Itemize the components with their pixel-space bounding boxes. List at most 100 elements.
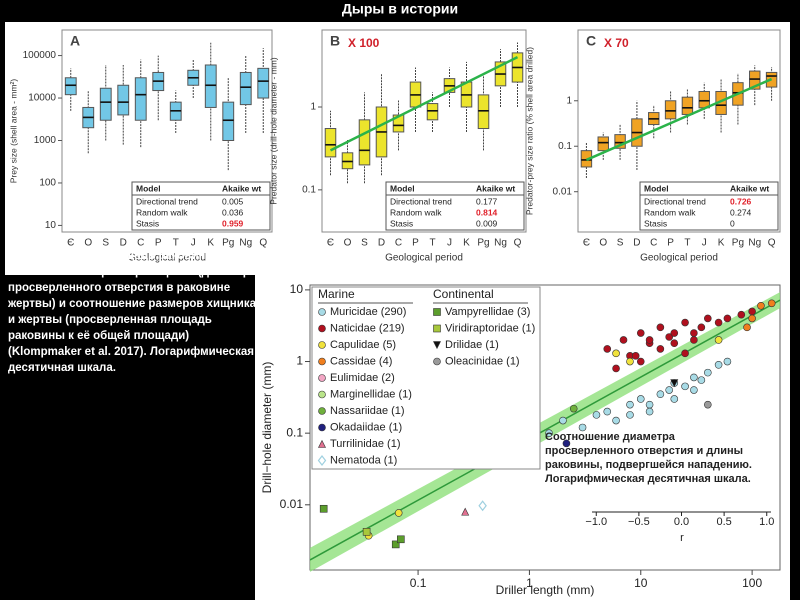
box — [681, 96, 694, 115]
point — [645, 407, 654, 416]
legend-marker — [318, 423, 326, 432]
x-tick-label: P — [412, 238, 419, 249]
table-cell: 0.036 — [222, 207, 244, 217]
point — [545, 429, 553, 437]
point — [670, 329, 679, 337]
table-cell: 0.009 — [476, 218, 498, 228]
legend-marker — [318, 439, 326, 448]
x-tick-label: K — [463, 238, 470, 249]
point — [391, 540, 400, 549]
table-header: Akaike wt — [222, 183, 261, 193]
point — [645, 336, 654, 344]
legend-label: Marginellidae (1) — [330, 388, 412, 400]
annotation: Соотношение диаметра просверленного отве… — [545, 431, 752, 485]
magnification: X 70 — [604, 36, 629, 50]
table-header: Model — [644, 183, 669, 193]
x-tick-label: P — [667, 238, 674, 249]
point — [562, 439, 571, 448]
point — [636, 329, 645, 337]
x-tick-label: Q — [768, 238, 776, 249]
trend-line — [329, 56, 519, 152]
table-cell: Stasis — [136, 218, 159, 228]
x-tick-label: Q — [514, 238, 522, 249]
y-tick-label: 0.01 — [553, 186, 573, 197]
y-tick-label: 100000 — [23, 50, 57, 61]
box — [239, 71, 252, 106]
legend-marker — [318, 324, 326, 333]
point — [704, 368, 712, 377]
point — [690, 373, 698, 382]
table-cell: Random walk — [390, 207, 442, 217]
table-cell: 0.005 — [222, 196, 244, 206]
x-tick-label: Q — [259, 238, 267, 249]
point — [397, 535, 405, 544]
panel-label: B — [330, 33, 340, 49]
legend-label: Cassidae (4) — [330, 355, 392, 367]
box — [358, 119, 371, 166]
legend-marker — [318, 374, 326, 382]
table-cell: 0.274 — [730, 207, 752, 217]
trend-line — [585, 77, 773, 162]
point — [767, 299, 776, 308]
y-axis-label: Drill−hole diameter (mm) — [260, 362, 274, 494]
table-cell: Stasis — [644, 218, 667, 228]
point — [748, 307, 756, 316]
legend — [311, 286, 541, 470]
point — [461, 507, 470, 516]
x-tick-label: K — [207, 238, 214, 249]
fit-line — [309, 299, 781, 561]
x-tick-label: Pg — [222, 238, 234, 249]
point — [697, 323, 706, 332]
point — [656, 345, 665, 353]
x-tick-label: 0.1 — [410, 576, 427, 590]
box — [426, 103, 439, 121]
inset-x-label: r — [680, 532, 684, 544]
box — [477, 94, 490, 130]
y-tick-label: 0.1 — [302, 184, 316, 195]
table-cell: Stasis — [390, 218, 413, 228]
point — [603, 407, 612, 416]
legend-marker — [318, 341, 326, 349]
box — [117, 84, 130, 116]
point — [690, 329, 698, 337]
x-tick-label: C — [650, 238, 657, 249]
box — [392, 114, 405, 133]
legend-group-title: Marine — [318, 287, 355, 301]
fit-band — [310, 292, 780, 572]
box — [324, 128, 337, 158]
legend-marker — [317, 455, 327, 466]
point — [626, 357, 634, 366]
y-tick-label: 1000 — [34, 135, 57, 146]
y-tick-label: 1 — [296, 354, 303, 368]
table-header: Model — [390, 183, 415, 193]
point — [631, 352, 640, 360]
y-axis-label: Predator size (drill-hole diameter - mm) — [268, 57, 278, 205]
y-tick-label: 1 — [566, 95, 572, 106]
point — [656, 323, 665, 332]
inset-tick-label: 0.5 — [716, 516, 731, 528]
y-tick-label: 1 — [310, 102, 316, 113]
model-table — [385, 181, 525, 231]
x-tick-label: K — [718, 238, 725, 249]
point — [665, 333, 673, 341]
box — [698, 90, 710, 109]
x-tick-label: T — [684, 238, 690, 249]
point — [636, 395, 645, 403]
box — [614, 134, 626, 149]
y-tick-label: 0.1 — [558, 141, 572, 152]
point — [394, 509, 403, 517]
table-header: Akaike wt — [476, 183, 515, 193]
box — [597, 136, 609, 152]
point — [748, 314, 756, 323]
point — [612, 416, 620, 425]
legend-label: Eulimidae (2) — [330, 372, 395, 384]
model-table — [131, 181, 271, 231]
x-tick-label: T — [173, 238, 179, 249]
box — [134, 77, 147, 121]
x-axis-label: Geological period — [128, 253, 206, 264]
y-tick-label: 0.01 — [280, 497, 304, 511]
y-tick-label: 10 — [45, 220, 57, 231]
point — [757, 301, 765, 310]
x-tick-label: Ng — [494, 238, 507, 249]
